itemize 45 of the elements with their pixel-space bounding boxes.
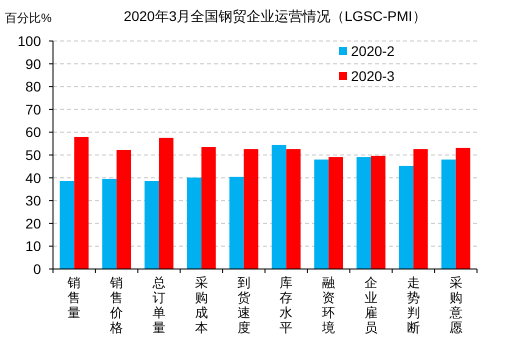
bar: [244, 149, 258, 269]
ytick: 80: [25, 78, 41, 95]
xtick: 销售量: [68, 275, 81, 320]
title: 2020年3月全国钢贸企业运营情况（LGSC-PMI）: [124, 8, 426, 24]
bar: [286, 149, 301, 269]
bar: [116, 150, 132, 269]
ytick: 50: [25, 147, 41, 163]
ytick: 70: [25, 101, 41, 118]
bar: [456, 148, 470, 269]
bar: [102, 178, 117, 269]
ytick: 60: [25, 124, 41, 140]
xtick: 采购成本: [194, 275, 208, 335]
ytick: 40: [25, 170, 41, 186]
bar: [328, 157, 344, 269]
xtick: 融资环境: [322, 275, 336, 335]
ytick: 90: [25, 56, 41, 72]
xtick: 库存水平: [280, 275, 293, 335]
bar: [144, 180, 159, 269]
bar: [356, 157, 371, 269]
bar: [441, 160, 456, 269]
ytick: 10: [25, 238, 41, 254]
bar: [74, 136, 89, 269]
bar: [272, 144, 286, 269]
xtick: 采购意愿: [449, 275, 462, 335]
xtick: 到货速度: [237, 275, 250, 335]
ylabel: 百分比%: [5, 11, 52, 25]
bar: [201, 147, 216, 269]
xtick: 企业雇员: [364, 275, 378, 335]
bar: [314, 160, 329, 269]
xtick: 总订单量: [152, 275, 166, 335]
bar: [186, 178, 202, 269]
bar: [398, 166, 414, 269]
ytick: 100: [18, 33, 41, 49]
bar: [371, 156, 386, 269]
bar: [60, 180, 74, 269]
ytick: 20: [25, 215, 41, 232]
bar: [229, 176, 244, 269]
bar: [159, 138, 174, 269]
ytick: 30: [25, 192, 41, 209]
legend-label: 2020-3: [351, 68, 395, 84]
ytick: 0: [33, 261, 41, 277]
xtick: 走势判断: [406, 275, 420, 335]
legend-label: 2020-2: [351, 43, 395, 59]
bar: [413, 149, 428, 269]
xtick: 销售价格: [110, 275, 124, 335]
